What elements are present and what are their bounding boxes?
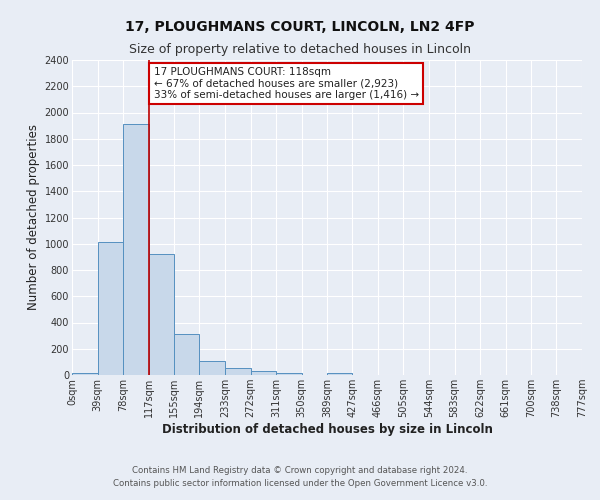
Bar <box>276 373 302 375</box>
Bar <box>199 360 225 375</box>
Text: Size of property relative to detached houses in Lincoln: Size of property relative to detached ho… <box>129 42 471 56</box>
Bar <box>174 334 199 375</box>
X-axis label: Distribution of detached houses by size in Lincoln: Distribution of detached houses by size … <box>161 423 493 436</box>
Text: 17, PLOUGHMANS COURT, LINCOLN, LN2 4FP: 17, PLOUGHMANS COURT, LINCOLN, LN2 4FP <box>125 20 475 34</box>
Text: Contains HM Land Registry data © Crown copyright and database right 2024.
Contai: Contains HM Land Registry data © Crown c… <box>113 466 487 487</box>
Bar <box>98 242 123 375</box>
Text: 17 PLOUGHMANS COURT: 118sqm
← 67% of detached houses are smaller (2,923)
33% of : 17 PLOUGHMANS COURT: 118sqm ← 67% of det… <box>154 67 419 100</box>
Y-axis label: Number of detached properties: Number of detached properties <box>28 124 40 310</box>
Bar <box>123 124 149 375</box>
Bar <box>225 368 251 375</box>
Bar <box>328 373 352 375</box>
Bar <box>149 254 174 375</box>
Bar <box>251 372 276 375</box>
Bar <box>72 373 98 375</box>
